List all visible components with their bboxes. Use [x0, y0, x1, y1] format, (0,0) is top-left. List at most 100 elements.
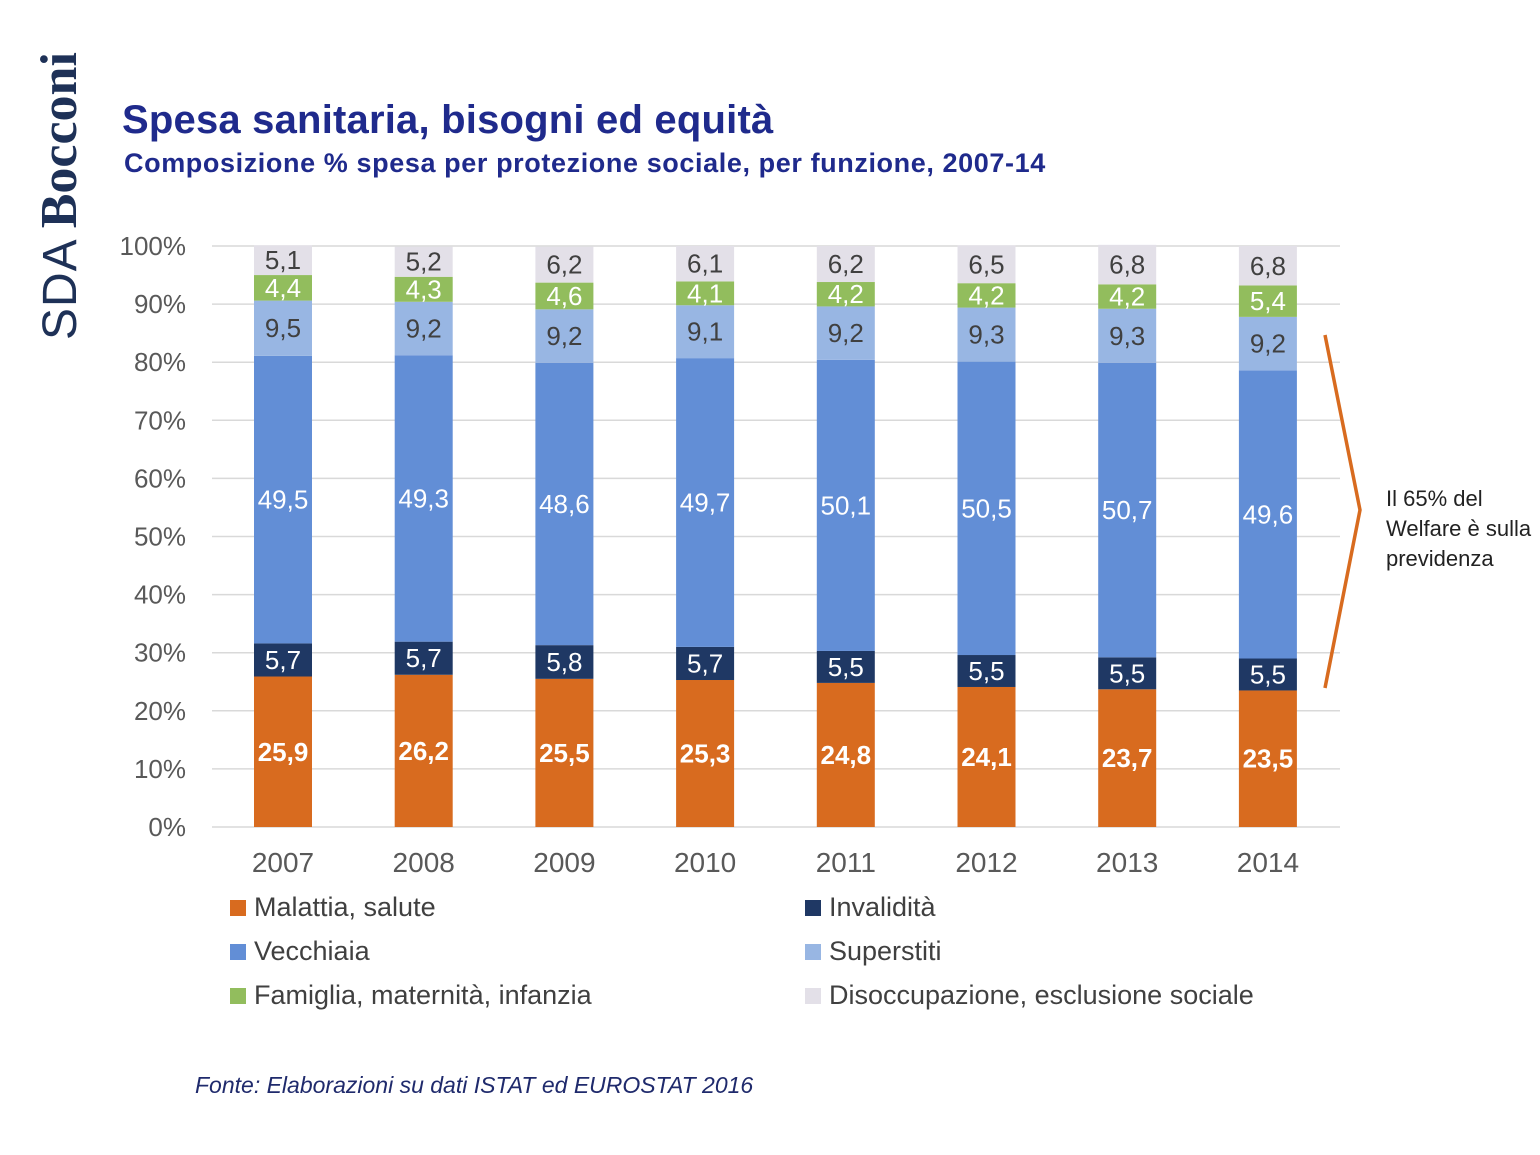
y-tick-label: 20%	[134, 696, 186, 726]
bar-segment-superstiti	[676, 305, 735, 359]
bar-segment-malattia	[957, 686, 1016, 827]
bar-segment-disoccupazione	[535, 246, 594, 283]
data-label-disoccupazione: 5,1	[265, 245, 301, 275]
legend-swatch	[805, 899, 821, 916]
data-label-disoccupazione: 6,5	[968, 249, 1004, 279]
data-label-superstiti: 9,1	[687, 317, 723, 347]
legend-label: Vecchiaia	[254, 936, 370, 966]
bar-segment-superstiti	[957, 307, 1016, 362]
data-label-famiglia: 4,2	[828, 279, 864, 309]
data-label-invalidita: 5,8	[546, 647, 582, 677]
data-label-malattia: 25,5	[539, 738, 590, 768]
legend-item-famiglia: Famiglia, maternità, infanzia	[230, 980, 592, 1011]
bar-segment-superstiti	[1098, 308, 1157, 363]
bar-segment-famiglia	[1238, 285, 1297, 317]
x-tick-label: 2010	[674, 847, 736, 878]
bar-segment-superstiti	[1238, 316, 1297, 371]
bar-segment-invalidita	[1238, 658, 1297, 691]
data-label-vecchiaia: 49,7	[680, 488, 731, 518]
bar-segment-malattia	[676, 680, 735, 827]
bar-segment-disoccupazione	[1098, 244, 1157, 285]
data-label-disoccupazione: 6,8	[1109, 250, 1145, 280]
bar-segment-disoccupazione	[816, 246, 875, 283]
bar-segment-superstiti	[535, 309, 594, 363]
y-tick-label: 30%	[134, 638, 186, 668]
data-label-vecchiaia: 50,5	[961, 493, 1012, 523]
bar-segment-invalidita	[816, 650, 875, 683]
bar-segment-famiglia	[535, 282, 594, 310]
bar-segment-vecchiaia	[1238, 370, 1297, 659]
legend-item-disoccupazione: Disoccupazione, esclusione sociale	[805, 980, 1254, 1011]
legend-item-invalidita: Invalidità	[805, 892, 936, 923]
data-label-invalidita: 5,7	[406, 643, 442, 673]
data-label-famiglia: 4,6	[546, 281, 582, 311]
bar-segment-vecchiaia	[676, 358, 735, 647]
data-label-famiglia: 5,4	[1250, 286, 1286, 316]
data-label-famiglia: 4,3	[406, 274, 442, 304]
x-tick-label: 2013	[1096, 847, 1158, 878]
y-tick-label: 0%	[148, 812, 186, 842]
data-label-famiglia: 4,2	[1109, 282, 1145, 312]
data-label-superstiti: 9,2	[1250, 329, 1286, 359]
legend-label: Malattia, salute	[254, 892, 436, 922]
bar-segment-malattia	[535, 678, 594, 827]
data-label-malattia: 26,2	[398, 736, 449, 766]
bar-segment-malattia	[254, 676, 312, 827]
bar-segment-disoccupazione	[254, 245, 312, 276]
legend-label: Superstiti	[829, 936, 942, 966]
legend-item-malattia: Malattia, salute	[230, 892, 436, 923]
bar-segment-superstiti	[816, 306, 875, 360]
bar-segment-famiglia	[1098, 284, 1157, 309]
legend-label: Invalidità	[829, 892, 936, 922]
page-title: Spesa sanitaria, bisogni ed equità	[122, 98, 774, 142]
bar-segment-disoccupazione	[676, 246, 735, 282]
data-label-vecchiaia: 49,5	[258, 485, 309, 515]
data-label-disoccupazione: 6,1	[687, 249, 723, 279]
data-label-vecchiaia: 50,7	[1102, 495, 1153, 525]
x-tick-label: 2009	[533, 847, 595, 878]
data-label-malattia: 24,1	[961, 742, 1012, 772]
bar-segment-invalidita	[676, 646, 735, 681]
x-tick-label: 2014	[1237, 847, 1299, 878]
legend-label: Disoccupazione, esclusione sociale	[829, 980, 1254, 1010]
y-tick-label: 60%	[134, 463, 186, 493]
data-label-famiglia: 4,4	[265, 273, 301, 303]
legend-item-superstiti: Superstiti	[805, 936, 942, 967]
legend-label: Famiglia, maternità, infanzia	[254, 980, 592, 1010]
data-label-vecchiaia: 49,6	[1243, 499, 1294, 529]
legend-swatch	[230, 943, 246, 960]
bar-segment-famiglia	[957, 283, 1016, 308]
data-label-superstiti: 9,3	[968, 320, 1004, 350]
bar-segment-famiglia	[254, 275, 312, 301]
legend-swatch	[805, 987, 821, 1004]
data-label-invalidita: 5,5	[1250, 659, 1286, 689]
data-label-malattia: 25,3	[680, 739, 731, 769]
legend-swatch	[230, 987, 246, 1004]
y-tick-label: 50%	[134, 522, 186, 552]
y-tick-label: 80%	[134, 347, 186, 377]
bar-segment-invalidita	[957, 655, 1016, 687]
bar-segment-vecchiaia	[816, 359, 875, 651]
page-subtitle: Composizione % spesa per protezione soci…	[124, 148, 1046, 178]
data-label-disoccupazione: 6,8	[1250, 251, 1286, 281]
bar-segment-vecchiaia	[394, 355, 453, 642]
data-label-malattia: 24,8	[820, 740, 871, 770]
data-label-famiglia: 4,2	[968, 280, 1004, 310]
x-tick-label: 2008	[393, 847, 455, 878]
bar-segment-malattia	[1098, 689, 1157, 827]
bar-segment-disoccupazione	[394, 246, 453, 277]
bar-segment-invalidita	[254, 643, 312, 677]
legend-item-vecchiaia: Vecchiaia	[230, 936, 370, 967]
data-label-vecchiaia: 49,3	[398, 483, 449, 513]
welfare-annotation: Il 65% del Welfare è sulla previdenza	[1386, 486, 1532, 571]
data-label-superstiti: 9,2	[406, 314, 442, 344]
bar-segment-superstiti	[394, 301, 453, 356]
data-label-invalidita: 5,7	[265, 645, 301, 675]
data-label-invalidita: 5,7	[687, 648, 723, 678]
y-tick-label: 70%	[134, 405, 186, 435]
data-label-disoccupazione: 6,2	[546, 250, 582, 280]
data-label-superstiti: 9,3	[1109, 321, 1145, 351]
data-label-invalidita: 5,5	[968, 656, 1004, 686]
data-label-disoccupazione: 5,2	[406, 247, 442, 277]
